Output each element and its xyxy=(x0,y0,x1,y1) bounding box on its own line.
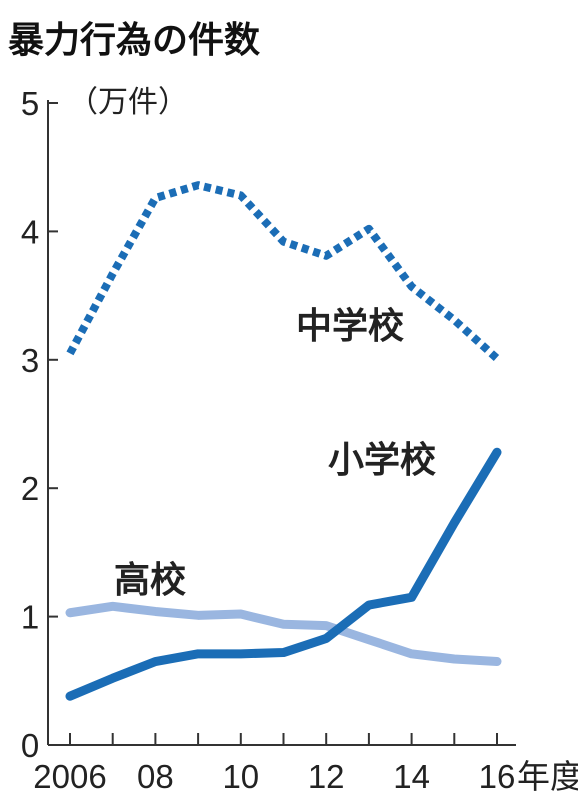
y-tick-label: 0 xyxy=(21,727,39,764)
x-ticks: 2006 08 10 12 14 16 年度 xyxy=(33,733,578,795)
chart-title: 暴力行為の件数 xyxy=(8,20,260,61)
series-label-elementary: 小学校 xyxy=(328,439,436,481)
y-tick-label: 5 xyxy=(21,85,39,122)
x-tick-label: 12 xyxy=(308,758,345,795)
x-tick-label: 10 xyxy=(222,758,259,795)
y-ticks: 0 1 2 3 4 5 xyxy=(21,85,58,764)
series-line-elementary xyxy=(65,447,502,701)
unit-label: （万件） xyxy=(68,85,188,120)
series-line-high-school xyxy=(65,601,502,667)
x-tick-label: 16 xyxy=(479,758,516,795)
x-tick-label: 2006 xyxy=(33,758,106,795)
y-tick-label: 3 xyxy=(21,342,39,379)
y-tick-label: 1 xyxy=(21,599,39,636)
series-line-junior-high xyxy=(66,181,500,362)
x-tick-label: 14 xyxy=(393,758,430,795)
x-axis-suffix: 年度 xyxy=(517,758,578,795)
y-tick-label: 2 xyxy=(21,470,39,507)
series-label-junior-high: 中学校 xyxy=(296,305,404,347)
series-lines xyxy=(65,181,502,701)
x-tick-label: 08 xyxy=(137,758,174,795)
series-label-high-school: 高校 xyxy=(114,560,186,601)
y-tick-label: 4 xyxy=(21,213,39,250)
